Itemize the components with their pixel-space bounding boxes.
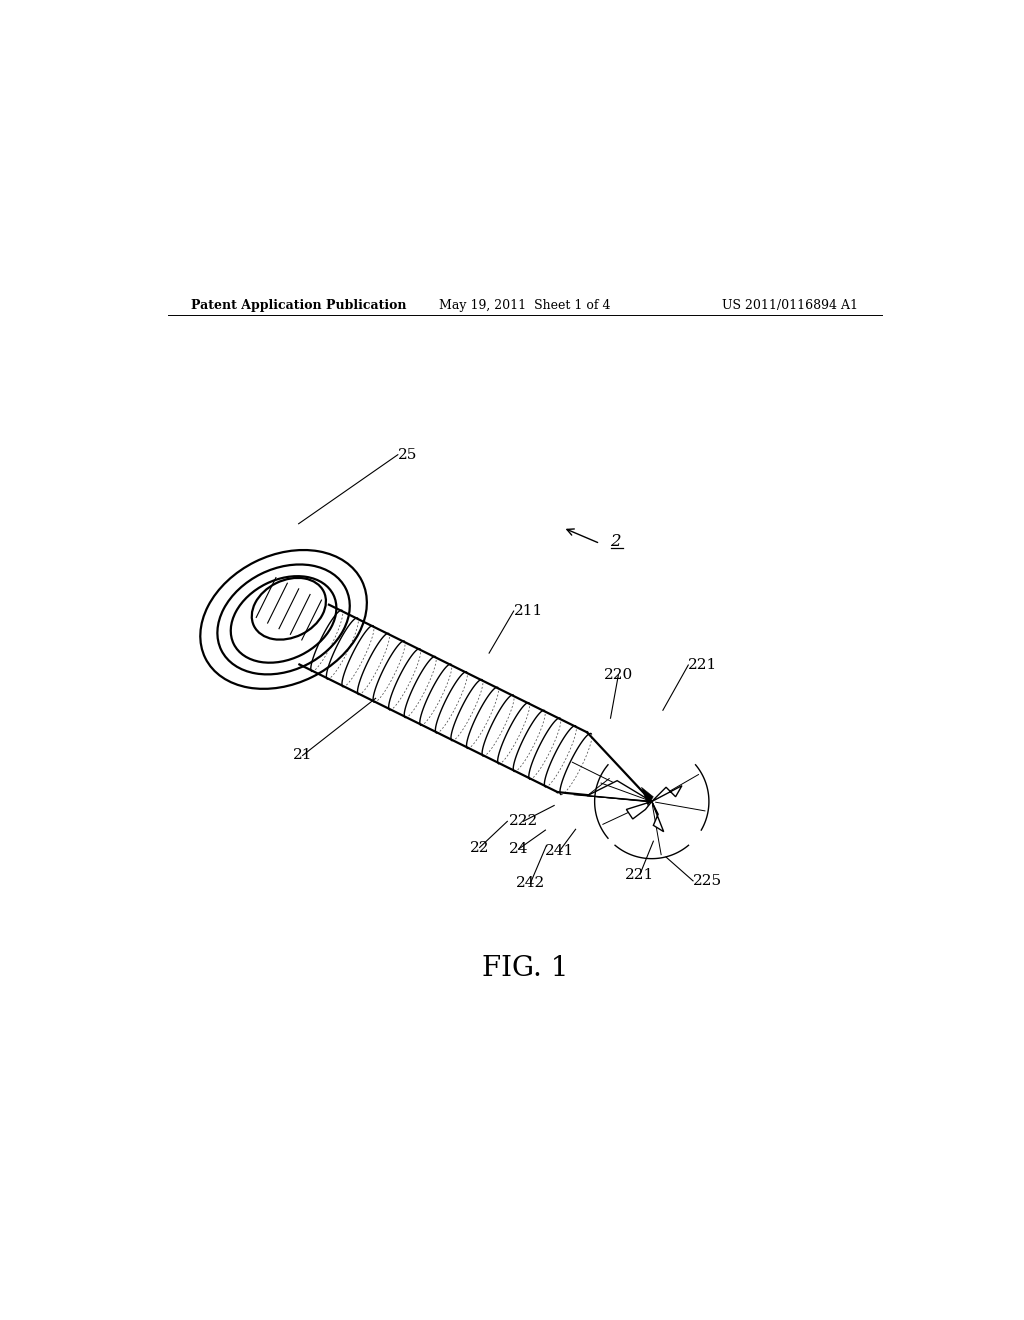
Text: 21: 21: [293, 748, 312, 763]
Text: 2: 2: [610, 533, 622, 549]
Ellipse shape: [201, 550, 367, 689]
Ellipse shape: [230, 576, 337, 663]
Ellipse shape: [217, 565, 350, 675]
Text: 220: 220: [604, 668, 633, 681]
Polygon shape: [652, 801, 664, 832]
Text: 211: 211: [514, 605, 543, 618]
Polygon shape: [652, 785, 682, 801]
Text: 241: 241: [545, 843, 574, 858]
Text: 222: 222: [509, 814, 538, 829]
Polygon shape: [641, 787, 653, 805]
Text: 22: 22: [470, 841, 489, 854]
Text: Patent Application Publication: Patent Application Publication: [191, 300, 407, 312]
Text: May 19, 2011  Sheet 1 of 4: May 19, 2011 Sheet 1 of 4: [439, 300, 610, 312]
Text: 221: 221: [626, 867, 654, 882]
Text: 24: 24: [509, 842, 528, 857]
Text: FIG. 1: FIG. 1: [481, 954, 568, 982]
Polygon shape: [627, 801, 652, 818]
Ellipse shape: [252, 578, 326, 640]
Text: 242: 242: [516, 876, 545, 890]
Polygon shape: [588, 780, 652, 801]
Text: 225: 225: [693, 874, 722, 888]
Text: 25: 25: [397, 447, 417, 462]
Text: US 2011/0116894 A1: US 2011/0116894 A1: [722, 300, 858, 312]
Text: 221: 221: [688, 657, 718, 672]
